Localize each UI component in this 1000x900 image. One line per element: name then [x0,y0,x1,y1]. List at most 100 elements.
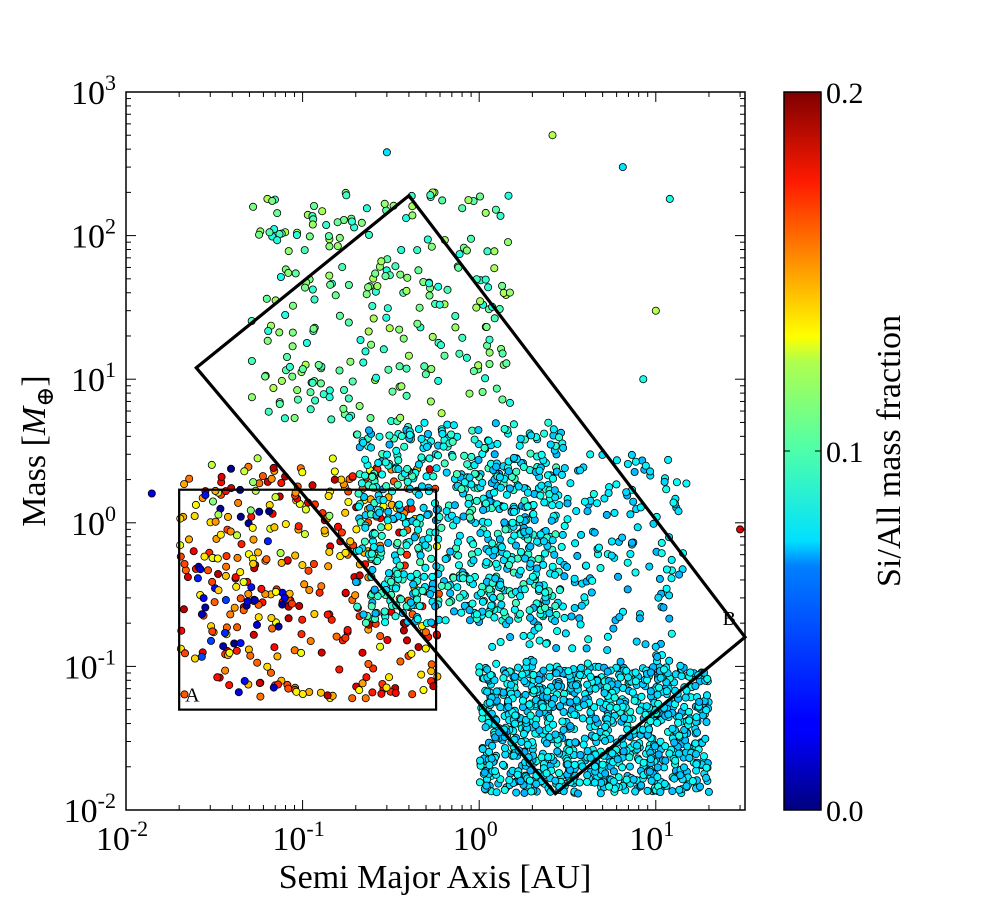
data-point [510,719,519,728]
data-point [254,613,263,622]
data-point [496,483,505,492]
data-point [280,593,289,602]
data-point [423,510,432,519]
data-point [577,601,586,610]
data-point [326,280,335,289]
data-point [570,604,579,613]
x-tick-label: 100 [453,816,498,858]
data-point [414,490,423,499]
data-point [343,626,352,635]
data-point [549,474,558,483]
data-point [622,666,631,675]
data-point [278,600,287,609]
data-point [516,434,525,443]
data-point [646,687,655,696]
data-point [544,753,553,762]
data-point [244,590,253,599]
data-point [516,592,525,601]
data-point [564,667,573,676]
data-point [541,588,550,597]
data-point [437,409,446,418]
data-point [415,303,424,312]
data-point [504,703,513,712]
data-point [414,643,423,652]
data-point [267,614,276,623]
data-point [311,396,320,405]
data-point [201,491,210,500]
data-point [639,375,648,384]
data-point [601,736,610,745]
data-point [376,642,385,651]
data-point [488,642,497,651]
data-point [197,652,206,661]
data-point [413,525,422,534]
data-point [702,706,711,715]
data-point [300,283,309,292]
data-point [325,271,334,280]
data-point [534,675,543,684]
data-point [656,788,665,797]
data-point [568,644,577,653]
data-point [526,559,535,568]
data-point [485,585,494,594]
data-point [653,773,662,782]
data-point [331,291,340,300]
data-point [185,474,194,483]
data-point [359,610,368,619]
data-point [576,751,585,760]
data-point [189,547,198,556]
data-point [510,507,519,516]
data-point [314,360,323,369]
data-point [523,502,532,511]
data-point [555,501,564,510]
data-point [465,606,474,615]
data-point [590,703,599,712]
data-point [642,702,651,711]
data-point [359,358,368,367]
data-point [664,710,673,719]
data-point [275,399,284,408]
data-point [567,612,576,621]
data-point [693,728,702,737]
data-point [371,609,380,618]
data-point [589,489,598,498]
data-point [688,777,697,786]
data-point [535,726,544,735]
data-point [232,646,241,655]
data-point [315,588,324,597]
y-tick-label: 10-2 [64,788,116,830]
data-point [420,362,429,371]
data-point [514,663,523,672]
data-point [667,629,676,638]
data-point [184,535,193,544]
data-point [674,718,683,727]
data-point [243,597,252,606]
data-point [635,706,644,715]
data-point [576,466,585,475]
colorbar-tick-label: 0.0 [826,795,864,828]
data-point [420,572,429,581]
data-point [458,204,467,213]
data-point [670,738,679,747]
data-point [203,566,212,575]
data-point [377,257,386,266]
data-point [280,414,289,423]
data-point [383,304,392,313]
data-point [263,662,272,671]
data-point [425,465,434,474]
data-point [207,460,216,469]
data-point [271,587,280,596]
data-point [645,562,654,571]
data-point [396,657,405,666]
data-point [468,599,477,608]
data-point [344,280,353,289]
data-point [453,538,462,547]
data-point [539,537,548,546]
y-tick-label: 102 [71,214,116,256]
data-point [591,684,600,693]
data-point [517,548,526,557]
data-point [552,669,561,678]
data-point [657,538,666,547]
data-point [576,620,585,629]
data-point [369,664,378,673]
